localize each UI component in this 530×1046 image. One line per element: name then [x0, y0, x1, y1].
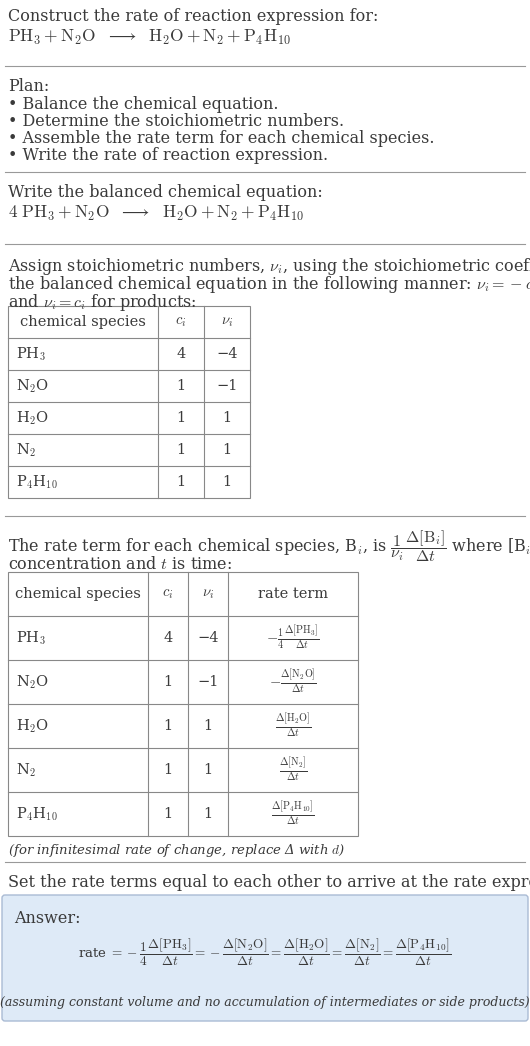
- Text: chemical species: chemical species: [20, 315, 146, 329]
- Text: 1: 1: [223, 444, 232, 457]
- Bar: [8, 572, 358, 836]
- Text: concentration and $t$ is time:: concentration and $t$ is time:: [8, 556, 232, 573]
- Text: • Write the rate of reaction expression.: • Write the rate of reaction expression.: [8, 147, 328, 164]
- Text: H$_2$O: H$_2$O: [16, 409, 49, 427]
- Text: 1: 1: [204, 808, 213, 821]
- Text: and $\nu_i = c_i$ for products:: and $\nu_i = c_i$ for products:: [8, 292, 197, 313]
- Text: $-\frac{\Delta[\mathrm{N_2O}]}{\Delta t}$: $-\frac{\Delta[\mathrm{N_2O}]}{\Delta t}…: [269, 668, 317, 696]
- Text: P$_4$H$_{10}$: P$_4$H$_{10}$: [16, 473, 58, 491]
- Text: N$_2$: N$_2$: [16, 761, 36, 778]
- Text: PH$_3$: PH$_3$: [16, 630, 46, 646]
- Text: $\frac{\Delta[\mathrm{P_4H_{10}}]}{\Delta t}$: $\frac{\Delta[\mathrm{P_4H_{10}}]}{\Delt…: [271, 800, 315, 828]
- Text: the balanced chemical equation in the following manner: $\nu_i = -c_i$ for react: the balanced chemical equation in the fo…: [8, 274, 530, 295]
- Text: 4: 4: [176, 347, 186, 361]
- Text: −4: −4: [197, 631, 219, 645]
- Text: N$_2$O: N$_2$O: [16, 378, 49, 394]
- Text: $\frac{\Delta[\mathrm{N_2}]}{\Delta t}$: $\frac{\Delta[\mathrm{N_2}]}{\Delta t}$: [279, 756, 307, 784]
- Text: • Determine the stoichiometric numbers.: • Determine the stoichiometric numbers.: [8, 113, 344, 130]
- Text: −1: −1: [216, 379, 237, 393]
- Text: 1: 1: [204, 763, 213, 777]
- Text: (assuming constant volume and no accumulation of intermediates or side products): (assuming constant volume and no accumul…: [0, 996, 530, 1009]
- Text: $\frac{\Delta[\mathrm{H_2O}]}{\Delta t}$: $\frac{\Delta[\mathrm{H_2O}]}{\Delta t}$: [275, 712, 311, 741]
- Text: Assign stoichiometric numbers, $\nu_i$, using the stoichiometric coefficients, $: Assign stoichiometric numbers, $\nu_i$, …: [8, 256, 530, 277]
- Text: rate term: rate term: [258, 587, 328, 601]
- Text: P$_4$H$_{10}$: P$_4$H$_{10}$: [16, 805, 58, 823]
- Text: $\nu_i$: $\nu_i$: [202, 587, 214, 601]
- Text: Plan:: Plan:: [8, 78, 49, 95]
- Text: $c_i$: $c_i$: [175, 315, 187, 329]
- Text: $\mathrm{4\ PH_3 + N_2O\ \ \longrightarrow\ \ H_2O + N_2 + P_4H_{10}}$: $\mathrm{4\ PH_3 + N_2O\ \ \longrightarr…: [8, 204, 304, 223]
- Text: 1: 1: [163, 719, 173, 733]
- Text: 1: 1: [223, 475, 232, 488]
- Text: −1: −1: [197, 675, 219, 689]
- Text: 1: 1: [204, 719, 213, 733]
- Text: N$_2$: N$_2$: [16, 441, 36, 459]
- Text: N$_2$O: N$_2$O: [16, 674, 49, 690]
- Text: 1: 1: [176, 475, 186, 488]
- Text: $-\frac{1}{4}\frac{\Delta[\mathrm{PH_3}]}{\Delta t}$: $-\frac{1}{4}\frac{\Delta[\mathrm{PH_3}]…: [266, 624, 320, 652]
- Text: Set the rate terms equal to each other to arrive at the rate expression:: Set the rate terms equal to each other t…: [8, 874, 530, 891]
- Text: H$_2$O: H$_2$O: [16, 718, 49, 734]
- Text: −4: −4: [216, 347, 238, 361]
- Text: (for infinitesimal rate of change, replace Δ with $d$): (for infinitesimal rate of change, repla…: [8, 842, 346, 859]
- Text: 4: 4: [163, 631, 173, 645]
- Text: 1: 1: [176, 444, 186, 457]
- Text: • Balance the chemical equation.: • Balance the chemical equation.: [8, 96, 278, 113]
- FancyBboxPatch shape: [2, 895, 528, 1021]
- Text: • Assemble the rate term for each chemical species.: • Assemble the rate term for each chemic…: [8, 130, 435, 147]
- Text: $c_i$: $c_i$: [162, 587, 174, 601]
- Text: $\nu_i$: $\nu_i$: [221, 315, 233, 329]
- Text: rate $= -\dfrac{1}{4}\dfrac{\Delta[\mathrm{PH_3}]}{\Delta t}= -\dfrac{\Delta[\ma: rate $= -\dfrac{1}{4}\dfrac{\Delta[\math…: [78, 936, 452, 968]
- Text: Answer:: Answer:: [14, 910, 81, 927]
- Text: Write the balanced chemical equation:: Write the balanced chemical equation:: [8, 184, 323, 201]
- Text: chemical species: chemical species: [15, 587, 141, 601]
- Text: 1: 1: [223, 411, 232, 425]
- Text: 1: 1: [163, 675, 173, 689]
- Text: Construct the rate of reaction expression for:: Construct the rate of reaction expressio…: [8, 8, 378, 25]
- Text: 1: 1: [176, 379, 186, 393]
- Text: 1: 1: [163, 808, 173, 821]
- Bar: [8, 306, 250, 498]
- Text: PH$_3$: PH$_3$: [16, 345, 46, 363]
- Text: 1: 1: [163, 763, 173, 777]
- Text: 1: 1: [176, 411, 186, 425]
- Text: $\mathrm{PH_3 + N_2O\ \ \longrightarrow\ \ H_2O + N_2 + P_4H_{10}}$: $\mathrm{PH_3 + N_2O\ \ \longrightarrow\…: [8, 28, 291, 47]
- Text: The rate term for each chemical species, B$_i$, is $\dfrac{1}{\nu_i}\dfrac{\Delt: The rate term for each chemical species,…: [8, 528, 530, 564]
